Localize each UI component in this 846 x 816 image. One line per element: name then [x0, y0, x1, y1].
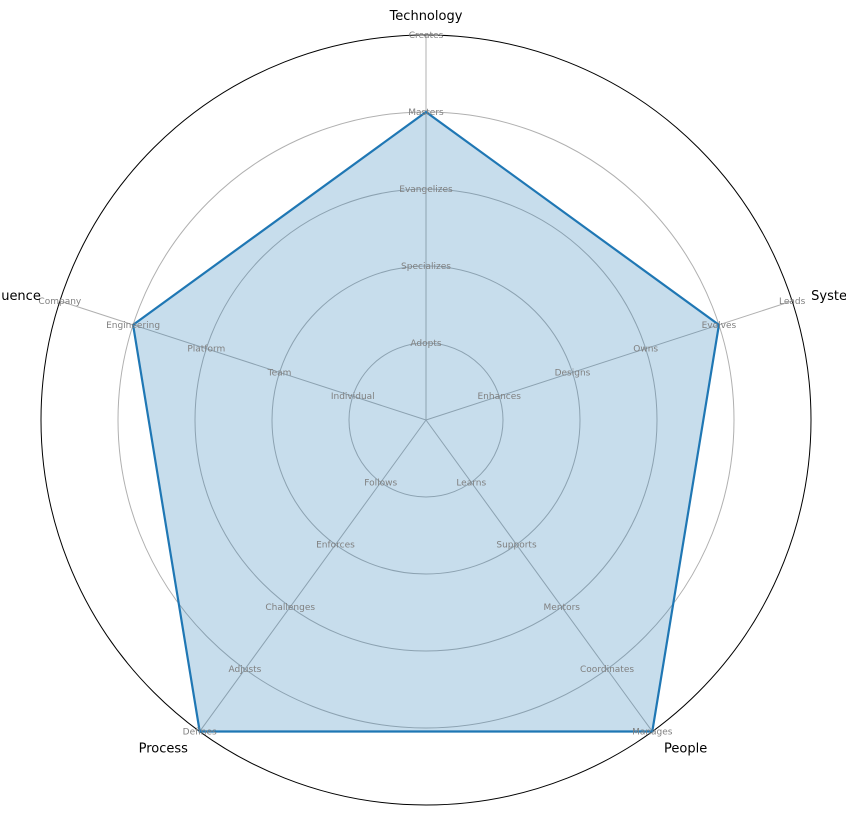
level-label-influence-2: Team	[267, 368, 292, 378]
spoke-people	[425, 419, 653, 732]
level-label-process-2: Enforces	[316, 541, 355, 551]
level-label-influence-5: Company	[38, 297, 81, 307]
level-label-technology-3: Evangelizes	[399, 185, 453, 195]
spoke-system	[425, 300, 793, 421]
level-label-influence-4: Engineering	[106, 321, 160, 331]
axis-label-layer: Technology System People Process Influence	[0, 9, 846, 757]
level-label-system-3: Owns	[633, 345, 658, 355]
level-label-influence-1: Individual	[331, 392, 375, 402]
grid-layer	[40, 34, 812, 806]
level-label-system-5: Leads	[779, 297, 806, 307]
axis-label-people: People	[664, 742, 707, 757]
level-label-process-4: Adjusts	[229, 665, 262, 675]
level-label-technology-1: Adopts	[410, 339, 441, 349]
level-label-system-4: Evolves	[702, 321, 737, 331]
level-label-people-2: Supports	[496, 541, 537, 551]
level-label-people-5: Manages	[632, 727, 673, 737]
spoke-influence	[59, 300, 427, 421]
level-label-people-1: Learns	[456, 478, 486, 488]
axis-label-system: System	[811, 289, 846, 304]
level-label-influence-3: Platform	[187, 345, 225, 355]
level-label-technology-5: Creates	[409, 31, 444, 41]
axis-label-technology: Technology	[389, 9, 463, 24]
spoke-process	[199, 419, 427, 732]
level-label-technology-4: Masters	[408, 108, 444, 118]
series-layer	[131, 110, 721, 733]
level-label-system-1: Enhances	[477, 392, 521, 402]
level-label-layer: Adopts Specializes Evangelizes Masters Creat…	[38, 31, 805, 737]
axis-label-process: Process	[139, 742, 189, 757]
level-label-people-3: Mentors	[544, 603, 581, 613]
level-label-process-5: Defines	[183, 727, 217, 737]
level-label-people-4: Coordinates	[580, 665, 634, 675]
level-label-process-1: Follows	[364, 478, 397, 488]
series-area	[131, 110, 721, 733]
axis-label-influence: Influence	[0, 289, 41, 304]
level-label-technology-2: Specializes	[401, 262, 451, 272]
level-label-system-2: Designs	[555, 368, 591, 378]
level-label-process-3: Challenges	[265, 603, 315, 613]
